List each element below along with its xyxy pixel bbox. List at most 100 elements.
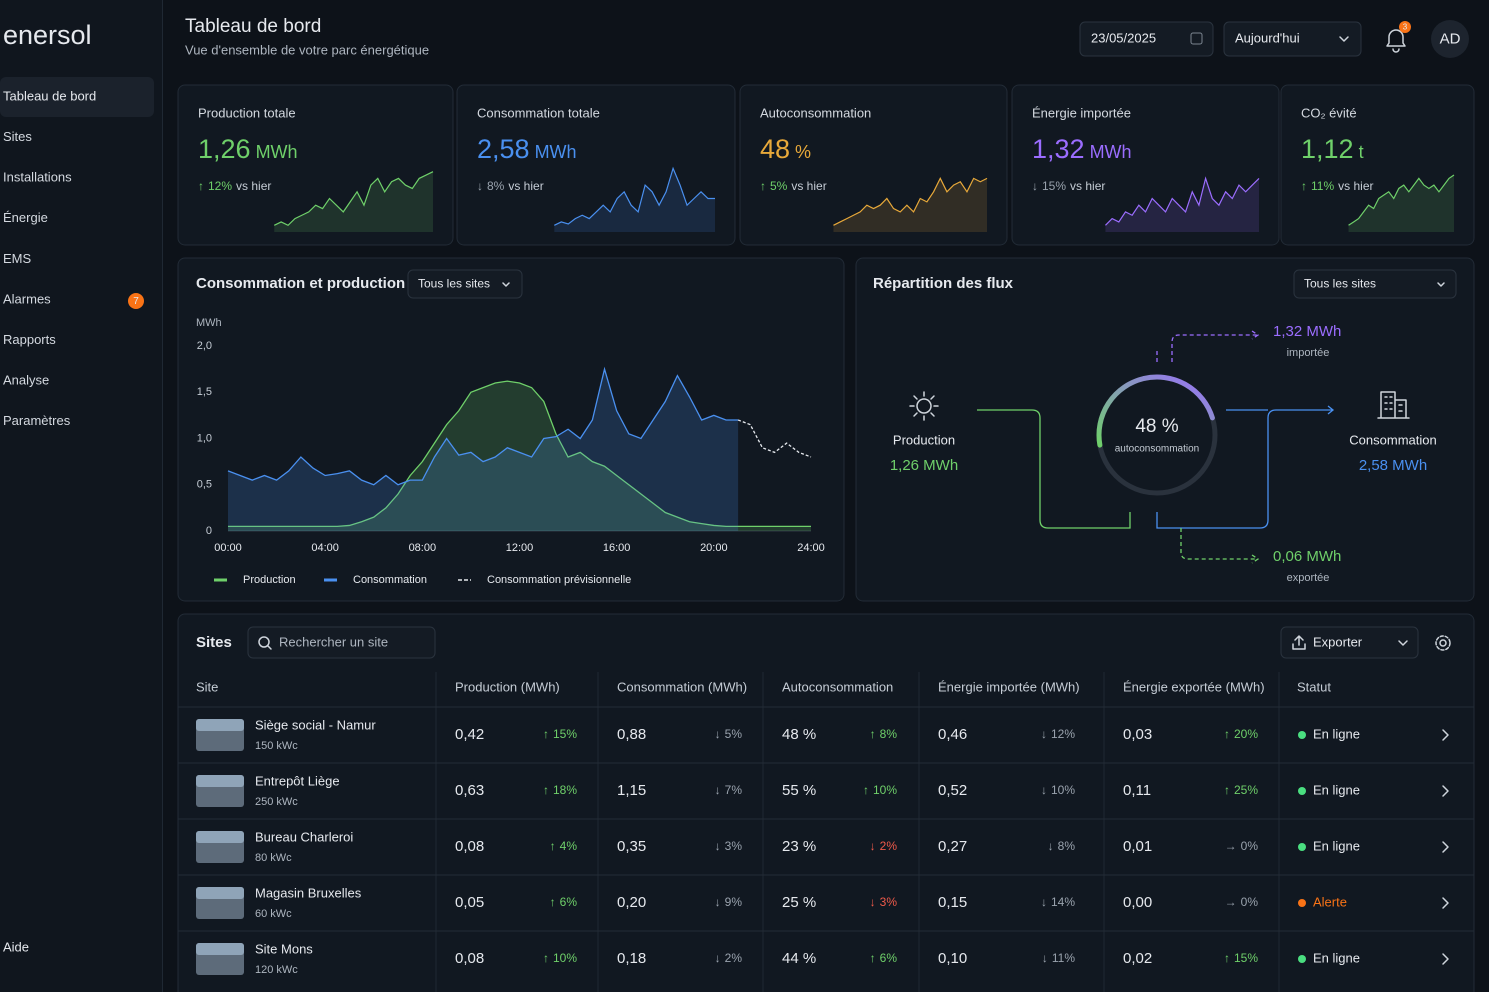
kpi-note: vs hier [791,179,826,193]
column-header: Énergie exportée (MWh) [1123,679,1265,694]
row-chevron[interactable] [1442,897,1449,909]
column-header: Site [196,679,218,694]
chevron [1339,36,1349,42]
column-header: Production (MWh) [455,679,560,694]
row-chevron[interactable] [1442,729,1449,741]
date-picker[interactable] [1079,21,1214,57]
kpi-label: CO₂ évité [1301,105,1357,120]
cell-trend: ↑ [1224,951,1230,965]
bell-icon[interactable] [1386,29,1406,53]
kpi-trend: ↑ [760,179,766,193]
kpi-note: vs hier [1338,179,1373,193]
status-dot [1298,843,1306,851]
help-link[interactable]: Aide [3,939,29,954]
row-chevron[interactable] [1442,785,1449,797]
kpi-trend: ↑ [198,179,204,193]
cell-value: 0,11 [1123,782,1151,799]
flow-filter-label: Tous les sites [1304,277,1376,291]
site-power: 80 kWc [255,852,292,864]
kpi-value: 1,12 [1301,134,1354,164]
consumption-label: Consommation [1349,432,1436,447]
export-icon [1292,635,1306,650]
import-value: 1,32 MWh [1273,323,1341,340]
cell-delta: 2% [880,839,898,853]
chart-filter-label: Tous les sites [418,277,490,291]
brand[interactable]: enersol [3,20,92,50]
flow-filter[interactable] [1293,269,1457,299]
nav-item[interactable]: Installations [3,170,72,185]
x-tick-label: 12:00 [506,542,534,554]
cell-value: 0,27 [938,838,967,855]
kpi-delta: 8% [487,179,505,193]
search-box[interactable] [247,626,436,659]
nav-item[interactable]: Sites [3,129,32,144]
cell-delta: 2% [725,951,743,965]
nav-item[interactable]: Rapports [3,332,56,347]
cell-delta: 11% [1052,951,1075,965]
site-power: 120 kWc [255,964,298,976]
sparkline [554,166,715,226]
site-name: Entrepôt Liège [255,773,340,788]
kpi-delta: 11% [1311,179,1334,193]
cell-delta: 6% [560,895,578,909]
cell-trend: ↓ [870,839,876,853]
cell-delta: 3% [725,839,743,853]
series-line [737,419,812,458]
cell-trend: ↑ [1224,727,1230,741]
kpi-label: Autoconsommation [760,105,871,120]
cell-value: 0,02 [1123,950,1152,967]
column-header: Autoconsommation [782,679,893,694]
nav-item[interactable]: Tableau de bord [3,88,96,103]
cell-value: 0,46 [938,726,967,743]
row-chevron[interactable] [1442,953,1449,965]
cell-trend: ↑ [863,783,869,797]
cell-trend: ↑ [543,951,549,965]
status-label: En ligne [1313,726,1360,741]
nav-item[interactable]: Paramètres [3,413,71,428]
site-power: 250 kWc [255,796,298,808]
row-chevron[interactable] [1442,841,1449,853]
cell-delta: 15% [1234,951,1258,965]
cell-value: 0,01 [1123,838,1152,855]
sparkline [1105,176,1260,226]
period-select[interactable] [1223,21,1362,57]
nav-item[interactable]: EMS [3,251,32,266]
nav-item[interactable]: Alarmes [3,291,51,306]
cell-trend: ↓ [715,727,721,741]
consumption-flow [1156,405,1335,529]
status-dot [1298,731,1306,739]
cell-value: 0,10 [938,950,967,967]
period: Aujourd'hui [1235,30,1300,45]
ring-text: 48 % [1135,416,1178,437]
cell-value: 0,05 [455,894,484,911]
y-tick-label: 1,0 [197,432,212,444]
cell-value: 1,15 [617,782,646,799]
sites-table: Site Production (MWh) Consommation (MWh) Au… [178,672,1474,992]
kpi-label: Énergie importée [1032,105,1131,120]
page-title: Tableau de bord [185,16,321,37]
kpi-unit: t [1359,142,1364,162]
kpi-card [739,84,1008,246]
cell-trend: ↓ [1048,839,1054,853]
cell-value: 0,00 [1123,894,1152,911]
cell-value: 23 % [782,838,816,855]
site-name: Magasin Bruxelles [255,885,362,900]
nav-badge-count: 7 [133,296,139,307]
cell-delta: 18% [553,783,577,797]
kpi-label: Consommation totale [477,105,600,120]
chevron [1398,640,1408,646]
x-tick-label: 00:00 [214,542,242,554]
export-button[interactable] [1280,626,1419,659]
settings-icon[interactable] [1435,635,1451,651]
cell-value: 0,88 [617,726,646,743]
kpi-note: vs hier [508,179,543,193]
chart-filter[interactable] [407,269,523,299]
nav-item[interactable]: Énergie [3,210,48,225]
avatar[interactable] [1431,20,1469,58]
cell-trend: ↓ [870,895,876,909]
nav-active [0,77,154,117]
sparkline-area [1105,178,1259,232]
sparkline-area [274,171,433,232]
nav-item[interactable]: Analyse [3,373,49,388]
cell-value: 0,15 [938,894,967,911]
